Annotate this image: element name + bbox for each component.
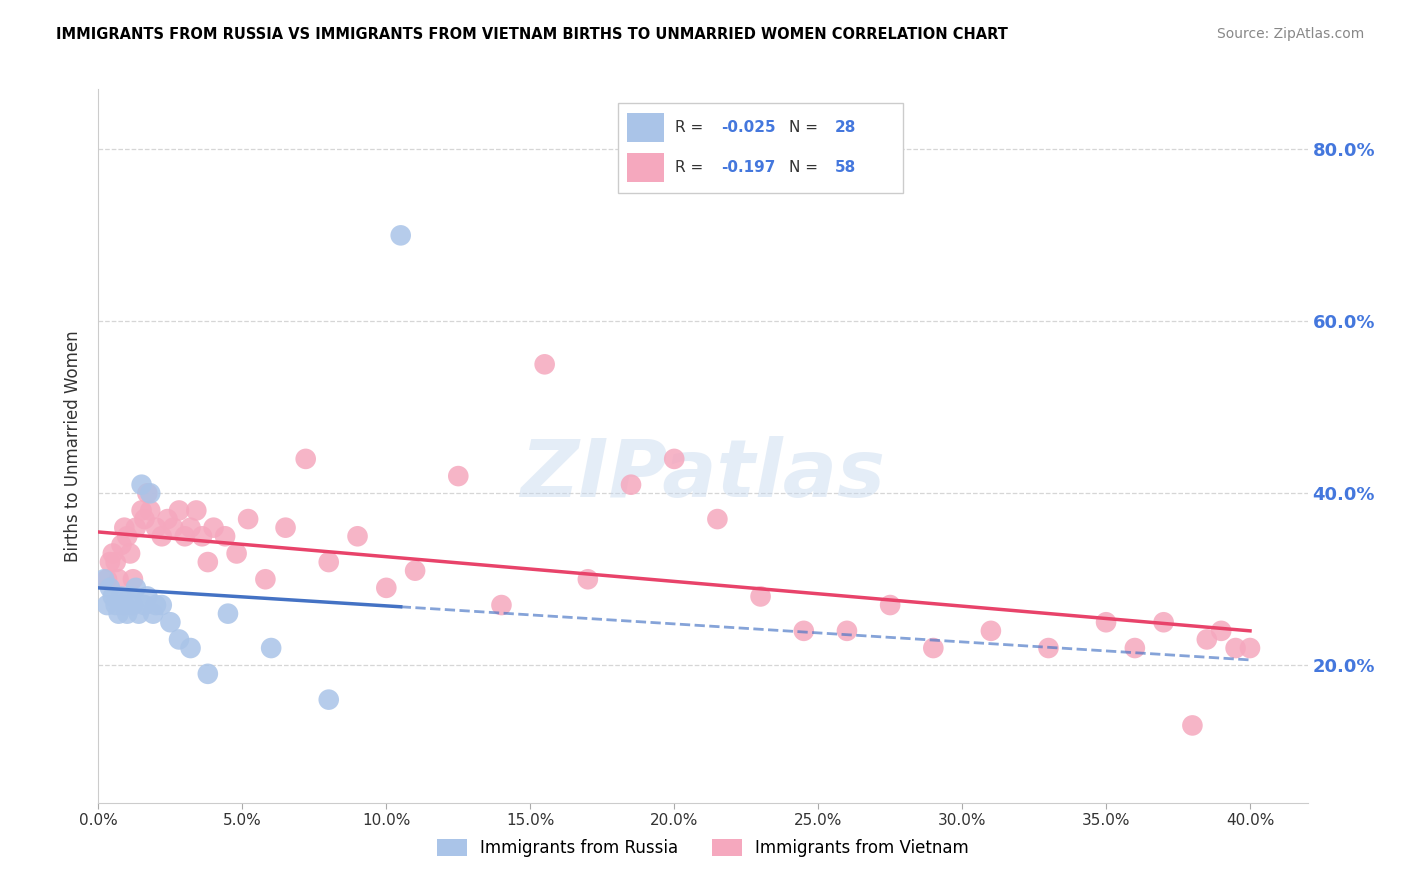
- Point: [156, 512, 179, 526]
- Point: [115, 607, 138, 621]
- Point: [125, 521, 148, 535]
- Point: [389, 228, 412, 243]
- Point: [447, 469, 470, 483]
- Point: [136, 590, 159, 604]
- Point: [922, 641, 945, 656]
- Point: [980, 624, 1002, 638]
- Point: [104, 555, 127, 569]
- Point: [139, 486, 162, 500]
- Point: [225, 546, 247, 560]
- Point: [375, 581, 398, 595]
- Point: [346, 529, 368, 543]
- Point: [1211, 624, 1233, 638]
- Point: [98, 555, 121, 569]
- Point: [125, 581, 148, 595]
- Point: [167, 632, 190, 647]
- Point: [274, 521, 297, 535]
- Point: [104, 598, 127, 612]
- Point: [1038, 641, 1060, 656]
- Point: [131, 503, 153, 517]
- Point: [122, 598, 145, 612]
- Point: [1195, 632, 1218, 647]
- Point: [173, 529, 195, 543]
- Point: [404, 564, 426, 578]
- Point: [159, 615, 181, 630]
- Point: [139, 503, 162, 517]
- Point: [134, 598, 156, 612]
- Point: [318, 555, 340, 569]
- Point: [120, 546, 142, 560]
- Point: [1153, 615, 1175, 630]
- Text: ZIPatlas: ZIPatlas: [520, 435, 886, 514]
- Point: [110, 590, 132, 604]
- Point: [128, 607, 150, 621]
- Point: [254, 572, 277, 586]
- Point: [122, 572, 145, 586]
- Point: [107, 607, 129, 621]
- Point: [1095, 615, 1118, 630]
- Point: [491, 598, 513, 612]
- Point: [115, 529, 138, 543]
- Point: [706, 512, 728, 526]
- Point: [167, 503, 190, 517]
- Point: [145, 521, 167, 535]
- Point: [202, 521, 225, 535]
- Point: [835, 624, 858, 638]
- Point: [533, 357, 555, 371]
- Point: [576, 572, 599, 586]
- Point: [150, 529, 173, 543]
- Point: [186, 503, 208, 517]
- Point: [131, 477, 153, 491]
- Y-axis label: Births to Unmarried Women: Births to Unmarried Women: [65, 330, 83, 562]
- Point: [145, 598, 167, 612]
- Point: [191, 529, 214, 543]
- Point: [107, 572, 129, 586]
- Point: [96, 572, 118, 586]
- Point: [1123, 641, 1146, 656]
- Point: [98, 581, 121, 595]
- Point: [93, 572, 115, 586]
- Point: [150, 598, 173, 612]
- Point: [120, 590, 142, 604]
- Point: [101, 546, 124, 560]
- Point: [1239, 641, 1261, 656]
- Point: [664, 451, 686, 466]
- Point: [260, 641, 283, 656]
- Point: [217, 607, 239, 621]
- Point: [236, 512, 259, 526]
- Point: [197, 666, 219, 681]
- Point: [318, 692, 340, 706]
- Point: [1225, 641, 1247, 656]
- Point: [162, 521, 184, 535]
- Point: [793, 624, 815, 638]
- Point: [142, 607, 165, 621]
- Point: [101, 590, 124, 604]
- Legend: Immigrants from Russia, Immigrants from Vietnam: Immigrants from Russia, Immigrants from …: [430, 832, 976, 863]
- Point: [1181, 718, 1204, 732]
- Point: [620, 477, 643, 491]
- Point: [112, 521, 135, 535]
- Point: [110, 538, 132, 552]
- Text: Source: ZipAtlas.com: Source: ZipAtlas.com: [1216, 27, 1364, 41]
- Point: [214, 529, 236, 543]
- Text: IMMIGRANTS FROM RUSSIA VS IMMIGRANTS FROM VIETNAM BIRTHS TO UNMARRIED WOMEN CORR: IMMIGRANTS FROM RUSSIA VS IMMIGRANTS FRO…: [56, 27, 1008, 42]
- Point: [197, 555, 219, 569]
- Point: [112, 598, 135, 612]
- Point: [180, 521, 202, 535]
- Point: [134, 512, 156, 526]
- Point: [879, 598, 901, 612]
- Point: [180, 641, 202, 656]
- Point: [294, 451, 316, 466]
- Point: [96, 598, 118, 612]
- Point: [749, 590, 772, 604]
- Point: [136, 486, 159, 500]
